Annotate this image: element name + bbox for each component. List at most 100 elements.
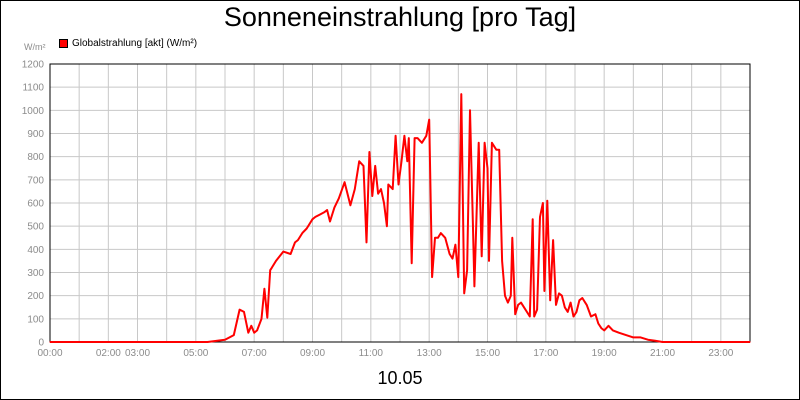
data-point (338, 197, 340, 199)
data-point (640, 336, 642, 338)
data-point (365, 241, 368, 243)
x-tick-label: 17:00 (533, 348, 558, 359)
data-point (501, 260, 503, 262)
x-tick-label: 21:00 (650, 348, 675, 359)
series-line (50, 93, 750, 343)
y-axis-unit: W/m² (24, 42, 46, 52)
data-point (421, 142, 423, 144)
chart-title: Sonneneinstrahlung [pro Tag] (223, 2, 577, 32)
data-point (607, 325, 610, 327)
legend-label: Globalstrahlung [akt] (W/m²) (72, 38, 198, 49)
data-point (495, 149, 497, 151)
data-point (333, 207, 335, 209)
data-point (625, 334, 627, 336)
data-point (431, 276, 433, 278)
x-tick-label: 11:00 (359, 348, 384, 359)
data-point (603, 329, 605, 331)
data-point (403, 135, 405, 137)
y-tick-label: 700 (27, 175, 44, 186)
data-point (572, 315, 575, 318)
data-point (473, 285, 475, 287)
data-point (481, 255, 483, 257)
data-point (206, 341, 209, 343)
data-point (306, 227, 308, 230)
data-point (247, 332, 249, 334)
data-point (498, 149, 500, 151)
x-tick-label: 00:00 (37, 348, 62, 359)
y-tick-label: 900 (27, 129, 44, 140)
data-point (311, 218, 314, 220)
data-point (250, 325, 252, 327)
x-tick-label: 19:00 (592, 348, 617, 359)
data-point (632, 336, 634, 338)
y-tick-label: 100 (27, 314, 44, 325)
data-point (408, 137, 410, 139)
data-point (466, 269, 468, 271)
data-point (275, 260, 277, 262)
data-point (578, 299, 581, 301)
data-point (377, 193, 379, 195)
data-point (469, 109, 471, 111)
data-point (266, 317, 268, 319)
data-point (253, 332, 255, 334)
y-tick-label: 500 (27, 222, 44, 233)
data-point (329, 220, 331, 223)
data-point (575, 311, 578, 313)
data-point (386, 225, 388, 227)
data-point (517, 304, 519, 306)
x-tick-label: 02:00 (96, 348, 121, 359)
data-point (618, 332, 620, 334)
data-point (647, 339, 649, 341)
data-point (478, 142, 480, 144)
data-point (597, 322, 599, 325)
data-point (520, 302, 522, 304)
data-point (526, 311, 528, 313)
data-point (387, 183, 389, 186)
data-point (536, 309, 538, 311)
data-point (600, 327, 602, 329)
data-point (552, 239, 554, 241)
plot-border (49, 63, 751, 343)
data-point (440, 232, 442, 234)
data-point (749, 341, 751, 343)
data-point (349, 204, 351, 206)
y-tick-label: 800 (27, 152, 44, 163)
data-point (371, 195, 373, 197)
data-point (523, 306, 525, 308)
data-point (411, 262, 413, 264)
data-point (581, 297, 583, 299)
data-point (326, 209, 328, 211)
data-point (416, 137, 419, 139)
x-tick-label: 13:00 (417, 348, 442, 359)
data-point (486, 167, 489, 169)
data-point (460, 93, 462, 95)
data-point (661, 341, 664, 343)
data-point (344, 181, 346, 183)
x-tick-label: 05:00 (183, 348, 208, 359)
data-point (290, 253, 292, 255)
x-axis-date-label: 10.05 (377, 368, 423, 388)
data-point (233, 334, 235, 336)
data-point (380, 188, 382, 190)
x-tick-label: 23:00 (708, 348, 733, 359)
data-point (543, 290, 546, 292)
data-point (511, 237, 513, 239)
data-point (564, 306, 566, 308)
x-tick-label: 03:00 (125, 348, 150, 359)
data-point (533, 315, 535, 318)
data-point (532, 218, 534, 220)
data-point (434, 237, 436, 239)
data-point (488, 260, 490, 262)
data-point (397, 183, 400, 186)
data-point (457, 276, 459, 278)
data-point (323, 211, 325, 213)
data-point (406, 160, 408, 162)
data-point (590, 315, 592, 318)
data-point (437, 237, 439, 239)
y-tick-label: 600 (27, 199, 44, 210)
y-tick-label: 200 (27, 291, 44, 302)
data-point (428, 119, 430, 121)
data-point (542, 202, 544, 204)
data-point (260, 318, 263, 320)
